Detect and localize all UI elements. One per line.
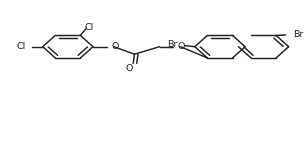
Text: Cl: Cl [85, 23, 94, 32]
Text: O: O [178, 42, 185, 51]
Text: Cl: Cl [17, 42, 26, 51]
Text: Br: Br [167, 40, 177, 49]
Text: O: O [126, 64, 133, 73]
Text: O: O [111, 42, 119, 51]
Text: Br: Br [294, 30, 304, 39]
